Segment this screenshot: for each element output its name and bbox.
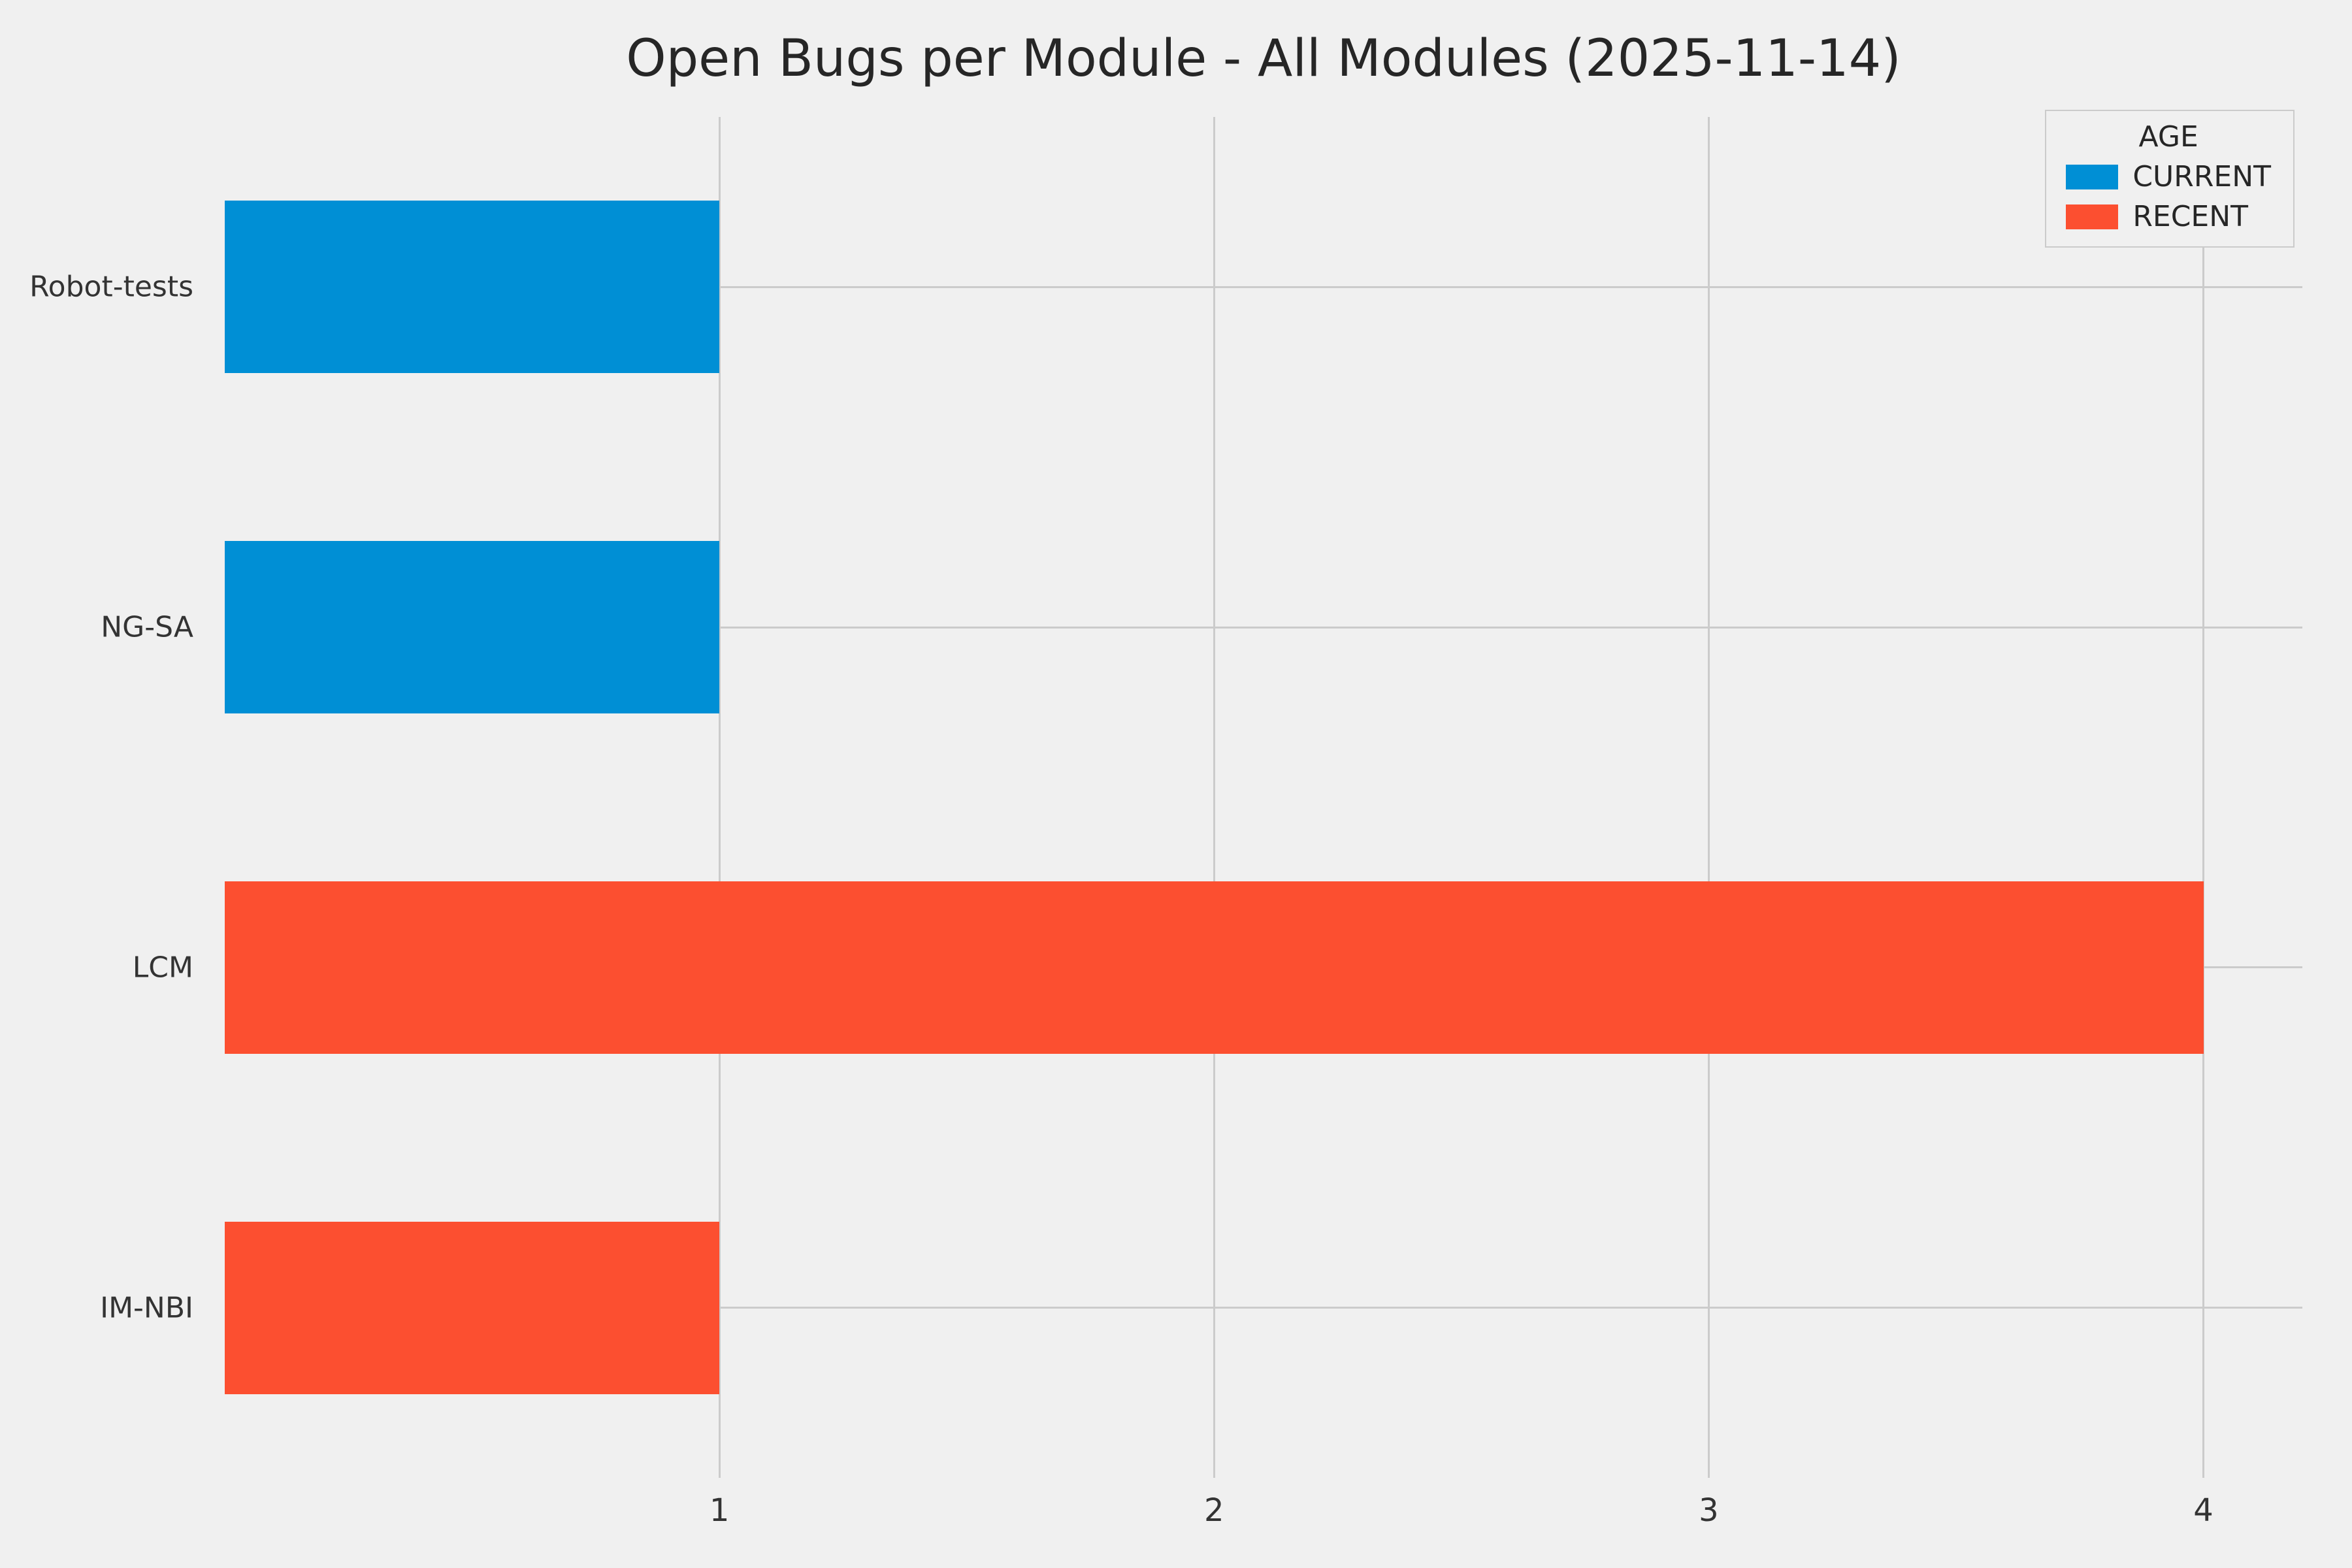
gridline-horizontal — [225, 626, 2302, 629]
bar-im-nbi — [225, 1221, 720, 1394]
x-tick-label: 3 — [1699, 1492, 1719, 1529]
y-axis-tick-labels: Robot-tests NG-SA LCM IM-NBI — [0, 117, 209, 1478]
gridline-horizontal — [225, 286, 2302, 288]
y-tick-label: LCM — [132, 951, 193, 985]
legend-swatch-current-icon — [2066, 164, 2119, 189]
chart-title: Open Bugs per Module - All Modules (2025… — [626, 29, 1901, 88]
x-axis-tick-labels: 1 2 3 4 — [225, 1492, 2302, 1538]
x-tick-label: 4 — [2193, 1492, 2213, 1529]
legend-entry-current: CURRENT — [2066, 160, 2271, 193]
gridline-vertical — [1707, 117, 1710, 1478]
x-tick-label: 1 — [709, 1492, 730, 1529]
legend: AGE CURRENT RECENT — [2045, 110, 2295, 248]
bar-ng-sa — [225, 541, 720, 714]
legend-entry-recent: RECENT — [2066, 200, 2271, 233]
legend-title: AGE — [2138, 120, 2198, 154]
y-tick-label: NG-SA — [101, 610, 193, 644]
gridline-vertical — [1213, 117, 1215, 1478]
y-tick-label: Robot-tests — [29, 270, 193, 304]
plot-area — [225, 117, 2302, 1478]
bar-robot-tests — [225, 201, 720, 374]
gridline-horizontal — [225, 1307, 2302, 1309]
bar-lcm — [225, 881, 2204, 1054]
legend-label-current: CURRENT — [2132, 160, 2271, 193]
gridline-vertical — [718, 117, 721, 1478]
gridline-vertical — [2202, 117, 2205, 1478]
legend-swatch-recent-icon — [2066, 204, 2119, 229]
x-tick-label: 2 — [1204, 1492, 1224, 1529]
y-tick-label: IM-NBI — [100, 1291, 193, 1325]
legend-label-recent: RECENT — [2132, 200, 2249, 233]
